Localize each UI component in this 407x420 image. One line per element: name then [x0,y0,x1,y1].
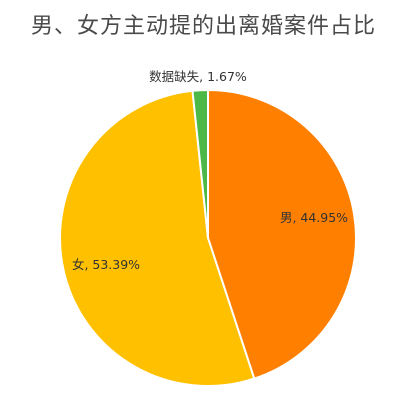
slice-label-2: 数据缺失, 1.67% [149,69,247,84]
pie-slice-1 [59,89,256,387]
slice-label-1: 女, 53.39% [72,257,140,272]
pie-labels: 男, 44.95% 女, 53.39% 数据缺失, 1.67% [72,69,348,272]
pie-slice-2 [191,88,209,239]
slice-label-0: 男, 44.95% [280,210,348,225]
pie-slices [59,88,357,387]
chart-title: 男、女方主动提的出离婚案件占比 [30,14,376,39]
pie-slice-0 [207,89,357,380]
